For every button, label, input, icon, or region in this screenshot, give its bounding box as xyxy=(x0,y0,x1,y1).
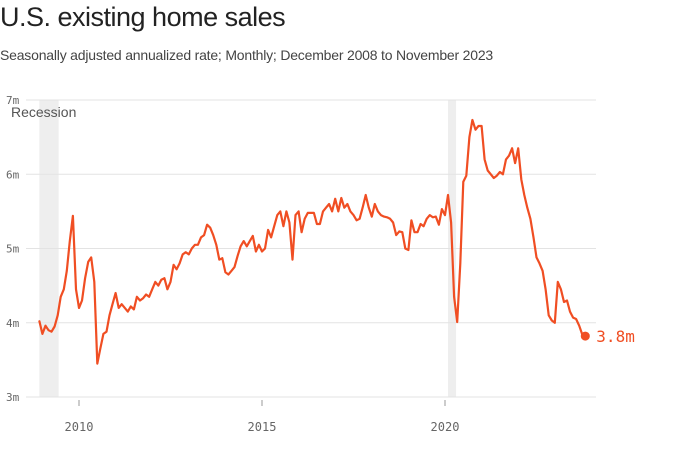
chart-subtitle: Seasonally adjusted annualized rate; Mon… xyxy=(0,47,493,63)
series-line xyxy=(38,118,587,365)
y-tick-label: 5m xyxy=(6,243,20,256)
gridlines xyxy=(26,99,596,398)
x-tick-label: 2020 xyxy=(431,420,460,434)
x-tick-label: 2010 xyxy=(65,420,94,434)
x-tick-label: 2015 xyxy=(248,420,277,434)
x-axis-labels: 2010 2015 2020 xyxy=(65,420,460,434)
end-point-marker xyxy=(580,331,590,341)
y-tick-label: 6m xyxy=(6,168,20,181)
chart-title: U.S. existing home sales xyxy=(0,2,286,32)
x-axis-ticks xyxy=(78,400,446,406)
recession-label: Recession xyxy=(11,104,76,120)
y-tick-label: 7m xyxy=(6,94,20,107)
y-tick-label: 4m xyxy=(6,317,20,330)
y-tick-label: 3m xyxy=(6,391,20,404)
y-axis-labels: 3m 4m 5m 6m 7m xyxy=(6,94,20,404)
series-line-group xyxy=(38,118,587,365)
end-value-label: 3.8m xyxy=(596,327,635,346)
